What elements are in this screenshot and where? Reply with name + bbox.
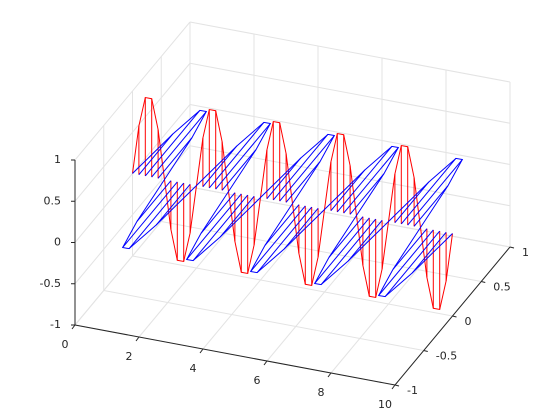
grid-line [189,104,511,165]
stem [136,180,172,222]
grid-line [189,21,511,83]
stem [256,206,313,273]
x-tick-label: 6 [254,374,261,387]
x-tick-label: 8 [318,386,325,399]
stem [285,161,321,203]
stem [138,133,174,176]
stem [250,205,306,272]
stem [200,192,236,234]
stem [283,207,319,250]
grid-line [74,21,191,161]
stem [279,135,335,202]
stem [330,169,366,212]
stem [208,122,265,189]
grid-line [189,186,511,248]
stem [400,158,457,225]
stem [221,149,257,191]
z-tick-label: 0 [54,236,61,249]
tick-mark [509,246,515,249]
tick-mark [263,360,268,366]
y-axis [394,246,511,386]
tick-mark [452,315,457,318]
grid-line [74,145,191,285]
y-tick-label: -0.5 [436,350,457,363]
x-tick-label: 2 [126,350,133,363]
tick-mark [199,348,204,354]
stem [320,218,377,285]
x-tick-label: 0 [62,338,69,351]
stem [347,219,383,262]
z-tick-label: 1 [54,153,61,166]
stem [336,146,393,213]
grid-line [189,62,511,124]
stem [266,157,302,200]
tick-mark [391,384,396,390]
stem [122,181,178,248]
z-tick-label: 0.5 [44,194,62,207]
stem [155,183,191,226]
grid-line [161,221,482,282]
z-tick-label: -1 [50,318,61,331]
z-tick-label: -0.5 [40,277,61,290]
stem [219,195,255,238]
stem [349,173,385,215]
x-tick-label: 10 [378,398,392,411]
stem [394,181,430,224]
stem [144,110,201,177]
stem [151,111,207,178]
wave-line [121,109,464,298]
stem [378,229,434,296]
x-axis [74,324,396,386]
stem [186,193,242,260]
stem [392,228,428,270]
tick-mark [71,324,76,330]
tick-mark [481,281,486,283]
grid-line [74,62,191,202]
stem [314,217,370,284]
stem [264,204,300,246]
tick-mark [423,350,428,352]
y-tick-label: 0 [465,315,472,328]
tick-mark [394,384,400,387]
y-tick-label: 1 [522,246,529,259]
stem [343,147,399,214]
stem [202,145,238,188]
x-tick-label: 4 [190,362,197,375]
stem [215,123,271,190]
stem [328,216,364,258]
stem [157,137,193,179]
stem [384,230,441,297]
stem [413,185,449,227]
y-tick-label: -1 [407,384,418,397]
stem [192,194,249,261]
stem [272,134,329,201]
grid-line [103,290,424,351]
tick-mark [135,336,140,342]
tick-mark [327,372,332,378]
stem [407,159,463,226]
grid-line [132,255,453,317]
stem [128,182,185,249]
y-tick-label: 0.5 [493,281,511,294]
stem [411,231,447,274]
